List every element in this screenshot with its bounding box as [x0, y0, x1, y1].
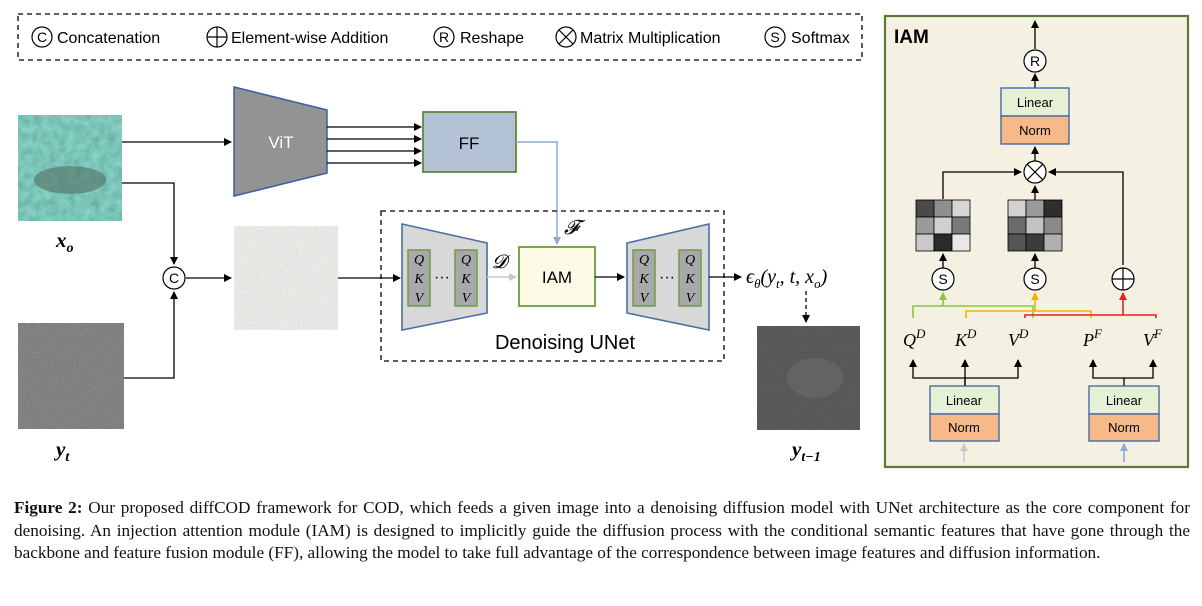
ff-block: [422, 111, 517, 173]
softmax-node-2-icon: [1023, 267, 1047, 291]
top-linear-label: Linear: [1017, 95, 1054, 110]
concat-node-letter: C: [169, 270, 179, 286]
softmax-node-1-icon: [931, 267, 955, 291]
image-x0: [18, 115, 122, 221]
left-linear-label: Linear: [946, 393, 983, 408]
qkv-v-dec-1: V: [640, 291, 650, 306]
legend-concat: C Concatenation: [31, 26, 160, 48]
legend-reshape: R Reshape: [433, 26, 524, 48]
softmax-icon: [764, 26, 786, 48]
image-yt-minus-1: [757, 326, 860, 430]
reshape-node-icon: [1023, 49, 1047, 73]
reshape-icon-letter: R: [439, 29, 449, 45]
right-norm-label: Norm: [1108, 420, 1140, 435]
pf-label: PF: [1082, 326, 1103, 350]
caption-text: Our proposed diffCOD framework for COD, …: [14, 498, 1190, 562]
arrow-left-to-vd: [965, 359, 1022, 379]
reshape-icon: [433, 26, 455, 48]
arrow-right-to-pf: [1089, 359, 1125, 386]
ff-label: FF: [459, 134, 480, 153]
iam-panel: IAM R Linear Norm: [883, 14, 1190, 469]
top-norm-block: [1000, 115, 1070, 145]
arrow-ff-to-iam: [516, 141, 561, 245]
qkv-k-dec-2: K: [684, 272, 695, 287]
qkv-v-enc-2: V: [462, 291, 472, 306]
left-norm-block: [929, 413, 1000, 442]
yt-label: yt: [53, 437, 70, 465]
concat-icon: [31, 26, 53, 48]
right-linear-label: Linear: [1106, 393, 1143, 408]
green-wire: [912, 305, 1034, 318]
x0-label: xo: [55, 228, 74, 256]
iam-panel-title: IAM: [894, 27, 929, 48]
caption-label: Figure 2:: [14, 498, 83, 517]
arrow-add-to-matmul: [1048, 168, 1124, 265]
image-yt-noise: [18, 323, 124, 429]
left-norm-label: Norm: [948, 420, 980, 435]
f-symbol: 𝓕: [564, 217, 586, 239]
add-node-icon: [1111, 267, 1135, 291]
softmax-node-1-letter: S: [938, 271, 947, 287]
legend-softmax: S Softmax: [764, 26, 850, 48]
qkv-box-dec-1: [632, 249, 656, 307]
qkv-k-enc-1: K: [413, 272, 424, 287]
attention-matrix-1: [915, 199, 971, 252]
figure-caption: Figure 2: Our proposed diffCOD framework…: [14, 497, 1190, 565]
qkv-q-enc-2: Q: [461, 253, 471, 268]
vf-label: VF: [1143, 326, 1163, 350]
framework-figure: C Concatenation Element-wise Addition R …: [17, 13, 1190, 469]
unet-frame: [380, 210, 725, 362]
right-norm-block: [1088, 413, 1160, 442]
image-noisy-concat: [234, 226, 338, 330]
qkv-q-enc-1: Q: [414, 253, 424, 268]
qd-label: QD: [903, 326, 926, 350]
legend-frame: [17, 13, 863, 61]
legend: C Concatenation Element-wise Addition R …: [17, 13, 863, 61]
qkv-k-dec-1: K: [638, 272, 649, 287]
qkv-box-enc-2: [454, 249, 478, 307]
iam-label: IAM: [542, 268, 572, 287]
vit-label: ViT: [268, 133, 293, 152]
add-icon: [206, 26, 228, 48]
yt1-label: yt−1: [789, 437, 821, 465]
reshape-node-letter: R: [1030, 53, 1040, 69]
concat-icon-letter: C: [37, 29, 47, 45]
kd-label: KD: [954, 326, 977, 350]
matmul-icon: [555, 26, 577, 48]
top-linear-block: [1000, 87, 1070, 117]
legend-softmax-label: Softmax: [791, 30, 850, 47]
legend-add: Element-wise Addition: [206, 26, 388, 48]
legend-matmul: Matrix Multiplication: [555, 26, 720, 48]
iam-block: [518, 246, 596, 307]
qkv-v-dec-2: V: [686, 291, 696, 306]
legend-reshape-label: Reshape: [460, 30, 524, 47]
dots-dec: ···: [659, 269, 675, 286]
top-norm-label: Norm: [1019, 123, 1051, 138]
red-wire: [1024, 314, 1157, 318]
qkv-q-dec-1: Q: [639, 253, 649, 268]
concat-node-icon: [162, 266, 186, 290]
arrow-attn1-to-matmul: [942, 168, 1022, 199]
d-symbol: 𝓓: [492, 252, 511, 273]
attention-matrix-2: [1007, 199, 1063, 252]
qkv-q-dec-2: Q: [685, 253, 695, 268]
vit-block: [233, 86, 328, 197]
qkv-v-enc-1: V: [415, 291, 425, 306]
qkv-k-enc-2: K: [460, 272, 471, 287]
matmul-node-icon: [1023, 160, 1047, 184]
vd-label: VD: [1008, 326, 1029, 350]
output-label: ϵθ(yt, t, xo): [746, 266, 828, 291]
legend-add-label: Element-wise Addition: [231, 30, 388, 47]
qkv-box-enc-1: [407, 249, 431, 307]
qkv-box-dec-2: [678, 249, 702, 307]
dots-enc: ···: [434, 269, 450, 286]
arrow-x0-to-concat: [122, 182, 178, 265]
arrow-right-to-vf: [1124, 359, 1157, 379]
softmax-icon-letter: S: [770, 29, 779, 45]
legend-concat-label: Concatenation: [57, 30, 160, 47]
legend-matmul-label: Matrix Multiplication: [580, 30, 720, 47]
unet-label: Denoising UNet: [495, 332, 636, 354]
arrow-yt-to-concat: [124, 291, 178, 379]
softmax-node-2-letter: S: [1030, 271, 1039, 287]
